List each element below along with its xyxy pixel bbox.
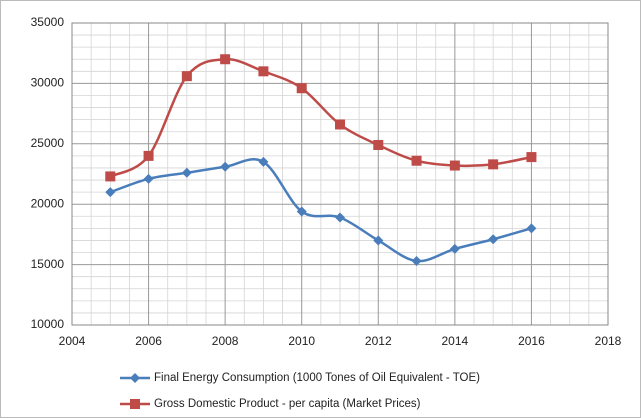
y-tick-label: 15000 [31, 257, 65, 271]
marker [449, 243, 460, 254]
x-tick-label: 2012 [365, 334, 392, 348]
marker [220, 54, 231, 65]
marker [220, 161, 231, 172]
marker [258, 66, 269, 77]
legend-label: Final Energy Consumption (1000 Tones of … [154, 372, 480, 384]
marker [296, 206, 307, 217]
x-tick-label: 2010 [288, 334, 315, 348]
y-tick-label: 10000 [31, 317, 65, 331]
x-tick-label: 2018 [595, 334, 622, 348]
marker [449, 160, 460, 171]
marker [488, 234, 499, 245]
y-tick-label: 25000 [31, 136, 65, 150]
marker [258, 156, 269, 167]
marker [296, 83, 307, 94]
legend-label: Gross Domestic Product - per capita (Mar… [154, 398, 421, 410]
legend-marker [130, 399, 140, 409]
marker [488, 159, 499, 170]
marker [181, 167, 192, 178]
marker [373, 235, 384, 246]
marker [335, 119, 345, 130]
marker [411, 155, 422, 166]
y-tick-label: 30000 [31, 76, 65, 90]
marker [143, 150, 154, 161]
marker [181, 71, 192, 82]
marker [143, 173, 154, 184]
marker [105, 187, 116, 198]
y-tick-label: 35000 [31, 15, 65, 29]
marker [335, 212, 345, 223]
legend-marker [130, 373, 140, 383]
x-tick-label: 2006 [135, 334, 162, 348]
marker [373, 140, 384, 151]
marker [411, 255, 422, 266]
plot-frame [71, 22, 609, 326]
marker [526, 152, 537, 163]
y-tick-label: 20000 [31, 196, 65, 210]
x-tick-label: 2008 [212, 334, 239, 348]
marker [105, 171, 116, 182]
x-tick-label: 2004 [59, 334, 86, 348]
marker [526, 223, 537, 234]
x-tick-label: 2016 [518, 334, 545, 348]
x-tick-label: 2014 [442, 334, 469, 348]
